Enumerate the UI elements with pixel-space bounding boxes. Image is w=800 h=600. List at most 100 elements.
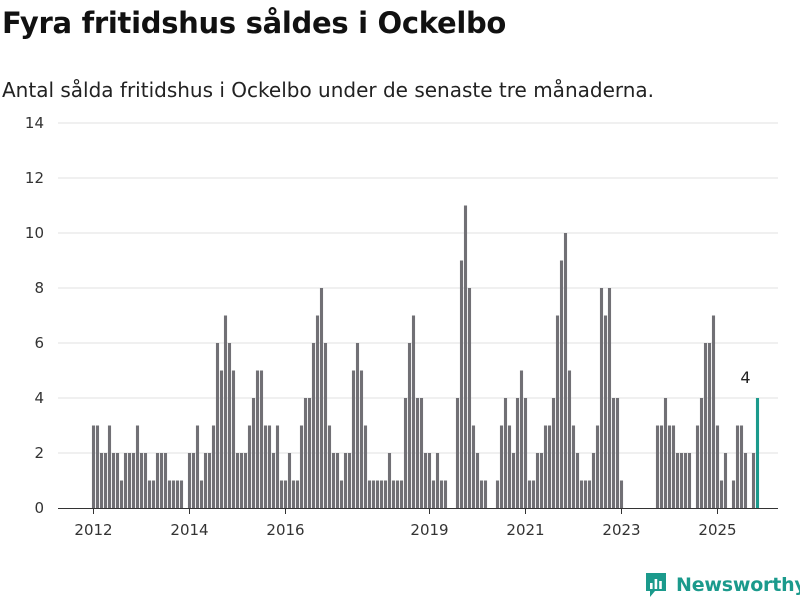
chart-subtitle: Antal sålda fritidshus i Ockelbo under d… (2, 78, 655, 102)
bar (735, 425, 740, 508)
bar (595, 425, 600, 508)
bar (563, 233, 568, 508)
bar (347, 453, 352, 508)
bar (291, 480, 296, 508)
bar (151, 480, 156, 508)
bar (527, 480, 532, 508)
bar (431, 480, 436, 508)
bar (399, 480, 404, 508)
bar (475, 453, 480, 508)
bar (287, 453, 292, 508)
y-tick-label: 14 (25, 114, 44, 132)
bar (411, 315, 416, 508)
x-tick-label: 2014 (170, 521, 208, 539)
bar (619, 480, 624, 508)
bar (99, 453, 104, 508)
bar (215, 343, 220, 508)
bar (239, 453, 244, 508)
bar (435, 453, 440, 508)
bar (143, 453, 148, 508)
chart-title: Fyra fritidshus såldes i Ockelbo (2, 6, 507, 40)
bar (135, 425, 140, 508)
bar (271, 453, 276, 508)
bar (719, 480, 724, 508)
bar (483, 480, 488, 508)
brand-name: Newsworthy (676, 574, 800, 596)
bar (695, 425, 700, 508)
bar (455, 398, 460, 508)
bar (131, 453, 136, 508)
bar (463, 205, 468, 508)
bar (587, 480, 592, 508)
bar (119, 480, 124, 508)
bar (315, 315, 320, 508)
bar (543, 425, 548, 508)
bar (751, 453, 756, 508)
bar (367, 480, 372, 508)
bar (403, 398, 408, 508)
bar (179, 480, 184, 508)
bar (207, 453, 212, 508)
brand-logo[interactable]: Newsworthy (644, 570, 800, 600)
x-tick-label: 2016 (266, 521, 304, 539)
bar (355, 343, 360, 508)
bar (227, 343, 232, 508)
bar (567, 370, 572, 508)
bar (723, 453, 728, 508)
bar (471, 425, 476, 508)
bar (711, 315, 716, 508)
bar (659, 425, 664, 508)
bar (607, 288, 612, 508)
newsworthy-logo-icon (646, 573, 666, 597)
bar (303, 398, 308, 508)
bar (255, 370, 260, 508)
bar (663, 398, 668, 508)
bar (715, 425, 720, 508)
bar (383, 480, 388, 508)
bar (307, 398, 312, 508)
bar (495, 480, 500, 508)
data-label: 4 (740, 368, 750, 387)
bar (363, 425, 368, 508)
y-tick-label: 8 (34, 279, 44, 297)
bar (235, 453, 240, 508)
bar (127, 453, 132, 508)
bar (499, 425, 504, 508)
bar (331, 453, 336, 508)
bar (107, 425, 112, 508)
bar (375, 480, 380, 508)
bar (675, 453, 680, 508)
bar (311, 343, 316, 508)
x-tick-label: 2019 (410, 521, 448, 539)
bar (579, 480, 584, 508)
bar (187, 453, 192, 508)
bar (679, 453, 684, 508)
bar (175, 480, 180, 508)
y-tick-label: 0 (34, 499, 44, 517)
bar (123, 453, 128, 508)
bar (603, 315, 608, 508)
bar (511, 453, 516, 508)
bar (267, 425, 272, 508)
bar (263, 425, 268, 508)
x-tick-label: 2021 (506, 521, 544, 539)
bar (379, 480, 384, 508)
bar (407, 343, 412, 508)
bar (159, 453, 164, 508)
bar (95, 425, 100, 508)
bar (327, 425, 332, 508)
y-tick-label: 12 (25, 169, 44, 187)
x-tick-label: 2012 (74, 521, 112, 539)
bar (391, 480, 396, 508)
bar (467, 288, 472, 508)
x-tick-label: 2023 (602, 521, 640, 539)
y-tick-label: 10 (25, 224, 44, 242)
bar (555, 315, 560, 508)
bar (551, 398, 556, 508)
bar (191, 453, 196, 508)
bar (231, 370, 236, 508)
bar (535, 453, 540, 508)
bar (155, 453, 160, 508)
bar (671, 425, 676, 508)
